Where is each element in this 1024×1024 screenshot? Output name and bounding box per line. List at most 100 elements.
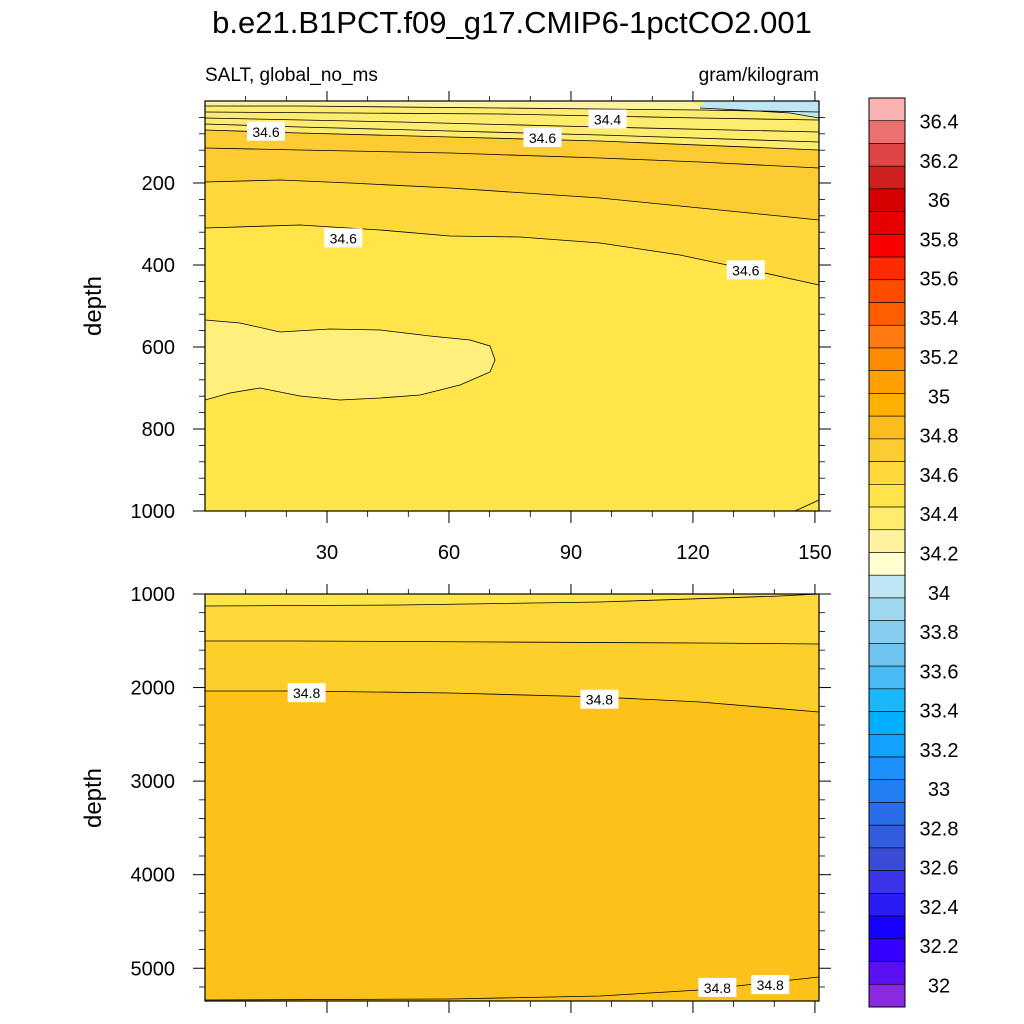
colorbar-label: 36.4 [920, 112, 959, 134]
colorbar-label: 35.2 [920, 347, 959, 369]
bottom-fill-top-band [205, 594, 819, 644]
colorbar-swatch [868, 643, 906, 667]
top-contour-fill [205, 101, 819, 511]
contour-label-text: 34.6 [330, 230, 357, 246]
top-fill-fresh-patch [690, 101, 819, 118]
colorbar-swatch [868, 824, 906, 849]
y-tick-label: 200 [142, 173, 175, 195]
y-tick-label: 400 [142, 255, 175, 277]
colorbar-swatch [868, 302, 906, 326]
colorbar-swatch [868, 552, 906, 576]
colorbar-swatch [868, 802, 906, 826]
colorbar-label: 34 [928, 583, 950, 605]
colorbar-label: 32 [928, 975, 950, 997]
contour-label: 34.8 [287, 683, 326, 703]
bottom-contour-line [205, 640, 819, 645]
top-axis-ticks: 30 60 90 120 150 200 400 600 800 1000 [131, 91, 832, 564]
colorbar-swatch [868, 370, 906, 394]
x-tick-label: 90 [560, 542, 582, 564]
contour-label: 34.4 [588, 109, 627, 129]
contour-label-text: 34.8 [704, 980, 731, 996]
colorbar-swatch [868, 506, 906, 531]
colorbar-swatch [868, 733, 906, 758]
top-contour-line [205, 105, 819, 113]
top-contour-labels: 34.6 34.4 34.6 34.6 34.6 [246, 109, 765, 280]
colorbar-label: 35.4 [920, 308, 959, 330]
colorbar-label: 34.2 [920, 544, 959, 566]
colorbar-label: 33.4 [920, 701, 959, 723]
colorbar: 36.4 36.2 36 35.8 35.6 35.4 35.2 35 34.8 34.6 34.4… [868, 97, 959, 1008]
y-tick-label: 1000 [131, 584, 176, 606]
top-fill-mid-band [205, 180, 819, 285]
y-tick-label: 4000 [131, 865, 176, 887]
top-fill-intermediate-lens [205, 320, 495, 400]
colorbar-swatch [868, 529, 906, 553]
bottom-contour-lines [205, 594, 819, 1001]
top-contour-line [794, 499, 819, 511]
colorbar-swatch [868, 211, 906, 235]
y-tick-label: 5000 [131, 958, 176, 980]
colorbar-swatch [868, 983, 906, 1008]
colorbar-swatch [868, 143, 906, 167]
colorbar-label: 32.6 [920, 858, 959, 880]
y-tick-label: 1000 [131, 501, 176, 523]
colorbar-swatch [868, 597, 906, 621]
top-fill-surface-pale [205, 101, 819, 112]
colorbar-swatch [868, 688, 906, 712]
colorbar-frame [868, 97, 906, 1008]
colorbar-swatch [868, 256, 906, 281]
colorbar-swatch [868, 756, 906, 781]
y-tick-label: 3000 [131, 771, 176, 793]
x-tick-label: 150 [798, 542, 831, 564]
colorbar-label: 35.8 [920, 229, 959, 251]
figure-title: b.e21.B1PCT.f09_g17.CMIP6-1pctCO2.001 [212, 5, 812, 40]
x-tick-label: 30 [316, 542, 338, 564]
colorbar-swatch [868, 779, 906, 803]
colorbar-label: 36.2 [920, 151, 959, 173]
colorbar-swatch [868, 324, 906, 349]
bottom-plot-frame [204, 593, 820, 1002]
contour-label-text: 34.4 [594, 111, 621, 127]
top-contour-line [205, 319, 496, 401]
colorbar-label: 34.8 [920, 426, 959, 448]
colorbar-swatch [868, 461, 906, 485]
y-tick-label: 2000 [131, 678, 176, 700]
colorbar-swatch [868, 188, 906, 212]
top-contour-lines [205, 105, 819, 511]
colorbar-swatch [868, 915, 906, 940]
colorbar-swatch [868, 711, 906, 735]
top-panel: SALT, global_no_ms gram/kilogram [80, 65, 832, 564]
colorbar-label: 35 [928, 386, 950, 408]
colorbar-label: 35.6 [920, 269, 959, 291]
colorbar-swatch [868, 438, 906, 462]
x-tick-label: 120 [676, 542, 709, 564]
colorbar-label: 33.6 [920, 661, 959, 683]
contour-label: 34.6 [523, 127, 562, 147]
bottom-axis-ticks: 1000 2000 3000 4000 5000 [131, 584, 831, 1013]
top-contour-line [205, 111, 819, 121]
colorbar-swatch [868, 961, 906, 985]
colorbar-swatch [868, 279, 906, 303]
colorbar-swatch [868, 665, 906, 690]
x-tick-label: 60 [438, 542, 460, 564]
bottom-contour-line [205, 690, 819, 713]
colorbar-swatch [868, 393, 906, 417]
contour-label: 34.6 [246, 121, 285, 141]
y-tick-label: 600 [142, 337, 175, 359]
colorbar-label: 32.2 [920, 936, 959, 958]
colorbar-swatch [868, 870, 906, 894]
top-contour-line [699, 107, 819, 119]
colorbar-label: 32.8 [920, 818, 959, 840]
contour-label: 34.8 [580, 689, 619, 709]
contour-label-text: 34.6 [252, 124, 279, 140]
contour-label-text: 34.6 [529, 130, 556, 146]
colorbar-swatch [868, 234, 906, 258]
colorbar-swatch [868, 347, 906, 372]
bottom-panel: 1000 2000 3000 4000 5000 34.8 34.8 34.8 34.8 de… [80, 584, 831, 1013]
contour-label-text: 34.8 [757, 977, 784, 993]
colorbar-label: 33.8 [920, 622, 959, 644]
contour-label-text: 34.8 [293, 685, 320, 701]
colorbar-swatch [868, 120, 906, 144]
contour-label: 34.8 [698, 977, 737, 997]
